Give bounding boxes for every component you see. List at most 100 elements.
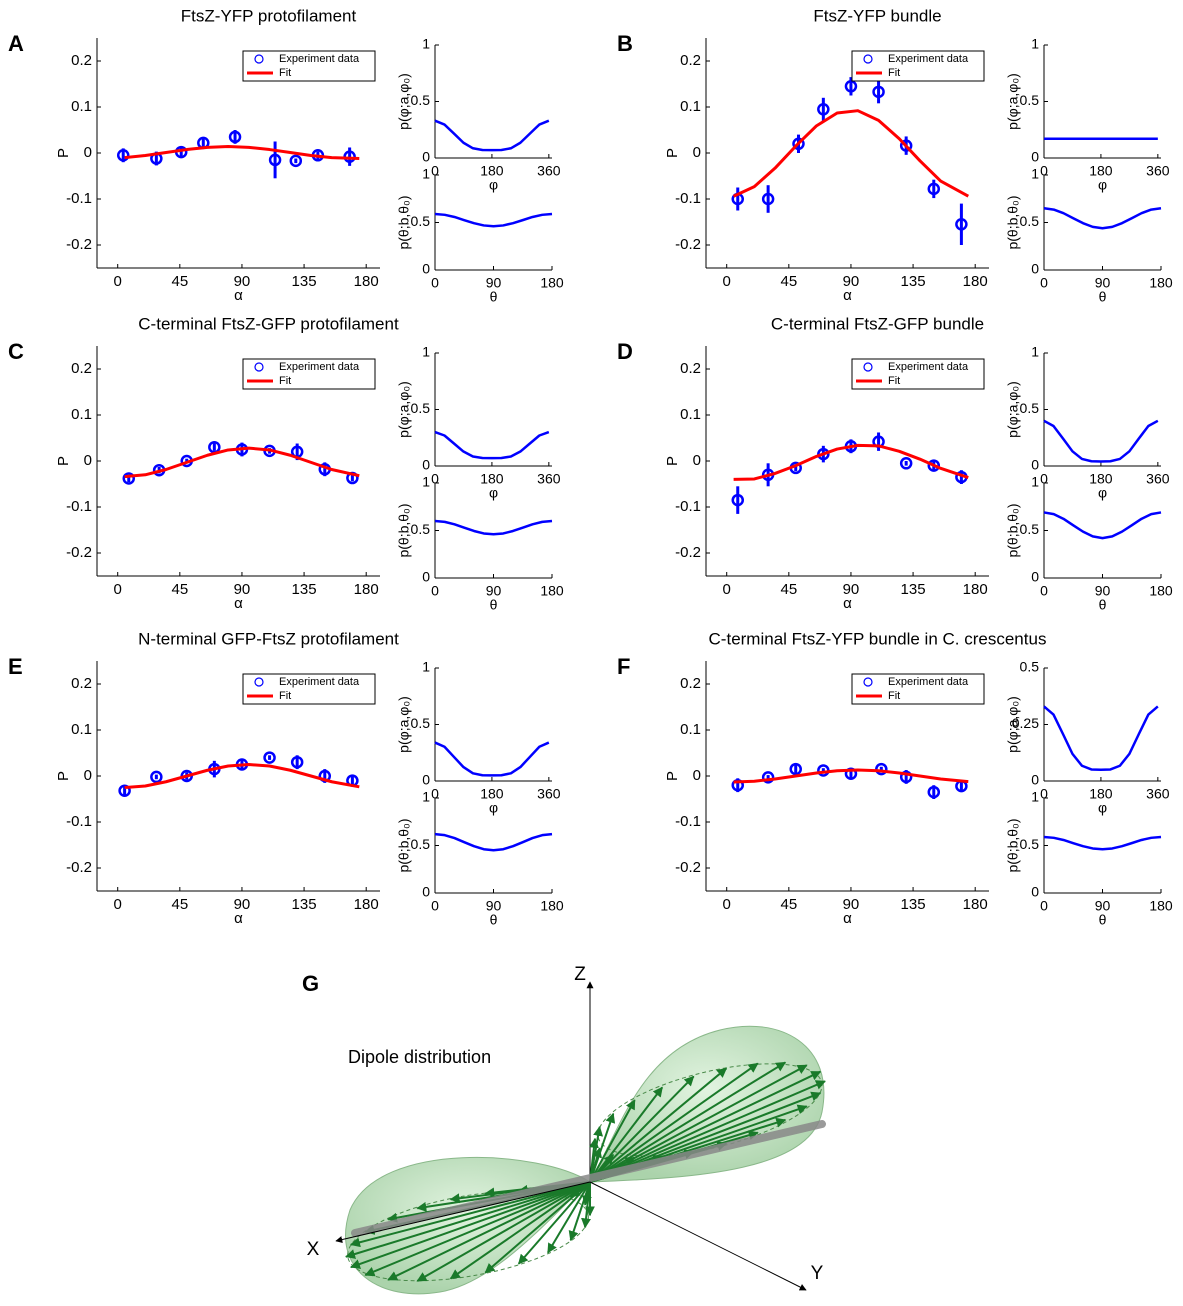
x-tick-label: 0 (431, 275, 439, 291)
x-axis-label: φ (489, 485, 498, 501)
y-tick-label: 0.1 (680, 721, 701, 738)
y-tick-label: 0.5 (1020, 521, 1040, 537)
y-tick-label: 1 (1031, 166, 1039, 182)
y-tick-label: -0.2 (675, 544, 701, 561)
y-axis-label: p(θ;b,θ₀) (396, 195, 412, 249)
y-tick-label: 0 (422, 569, 430, 585)
data-point (899, 457, 913, 470)
data-point (150, 770, 163, 784)
panel-label: D (617, 339, 633, 364)
y-axis-label: p(φ;a,φ₀) (1005, 73, 1021, 130)
y-tick-label: 0.1 (680, 98, 701, 115)
x-tick-label: 180 (963, 273, 988, 290)
x-tick-label: 90 (1095, 275, 1111, 291)
fit-line (124, 763, 360, 789)
x-axis-label: φ (1098, 177, 1107, 193)
dipole-arrow (589, 1067, 728, 1183)
y-tick-label: 1 (422, 789, 430, 805)
dipole-arrow (387, 1181, 591, 1281)
y-tick-label: -0.2 (675, 859, 701, 876)
fit-line (434, 519, 553, 536)
panel-label: C (8, 339, 24, 364)
fit-line (732, 109, 970, 198)
y-tick-label: 0.5 (411, 213, 431, 229)
legend-label: Experiment data (888, 361, 969, 373)
x-tick-label: 135 (292, 581, 317, 598)
axis-label: X (307, 1239, 320, 1260)
legend-label: Fit (888, 690, 900, 702)
data-point (731, 493, 745, 507)
y-tick-label: 0.5 (1020, 92, 1040, 108)
x-tick-label: 0 (431, 898, 439, 914)
legend-label: Experiment data (888, 676, 969, 688)
chart-title: FtsZ-YFP bundle (813, 6, 941, 25)
fit-line (1043, 419, 1159, 463)
x-tick-label: 180 (540, 583, 564, 599)
y-tick-label: 1 (422, 474, 430, 490)
y-axis-label: P (55, 771, 72, 781)
y-tick-label: -0.2 (675, 236, 701, 253)
y-tick-label: 0.2 (680, 360, 701, 377)
x-tick-label: 135 (901, 273, 926, 290)
dipole-arrow (568, 1181, 591, 1242)
x-tick-label: 180 (540, 898, 564, 914)
legend-label: Fit (279, 67, 291, 79)
y-tick-label: 0 (422, 457, 430, 473)
x-axis-label: θ (1099, 912, 1107, 928)
y-tick-label: 0.2 (71, 675, 92, 692)
x-tick-label: 90 (234, 581, 251, 598)
y-tick-label: 1 (1031, 344, 1039, 360)
y-axis-label: p(φ;a,φ₀) (396, 381, 412, 438)
fit-line (434, 430, 550, 460)
x-tick-label: 0 (431, 583, 439, 599)
data-point (844, 80, 858, 93)
dipole-arrow (589, 1075, 695, 1183)
y-tick-label: 0 (1031, 261, 1039, 277)
dipole-arrow (416, 1181, 591, 1282)
axis-label: Y (811, 1263, 824, 1284)
fit-line (733, 768, 969, 784)
x-axis-label: φ (489, 800, 498, 816)
y-tick-label: -0.2 (66, 544, 92, 561)
legend-label: Fit (279, 690, 291, 702)
dipole-arrow (589, 1061, 787, 1183)
legend-label: Experiment data (279, 53, 360, 65)
x-tick-label: 45 (171, 896, 188, 913)
x-tick-label: 180 (354, 896, 379, 913)
x-tick-label: 135 (292, 273, 317, 290)
legend-symbol (254, 677, 264, 687)
x-axis-label: α (234, 595, 243, 612)
x-tick-label: 0 (1040, 898, 1048, 914)
data-point (290, 755, 304, 769)
chart-title: N-terminal GFP-FtsZ protofilament (138, 629, 399, 648)
x-tick-label: 180 (1149, 583, 1173, 599)
data-point (792, 137, 805, 151)
dipole-arrow (582, 1181, 592, 1206)
fit-line (1043, 511, 1162, 540)
dipole-arrow (589, 1064, 808, 1183)
x-axis-label: α (843, 910, 852, 927)
dipole-arrow (547, 1181, 591, 1254)
y-axis-label: P (55, 148, 72, 158)
x-tick-label: 0 (114, 273, 122, 290)
y-tick-label: 0.2 (680, 675, 701, 692)
fit-line (733, 443, 969, 481)
y-tick-label: 0 (1031, 569, 1039, 585)
y-tick-label: 0 (84, 767, 92, 784)
data-point (955, 218, 968, 231)
y-tick-label: 0 (422, 884, 430, 900)
y-axis (589, 1181, 807, 1291)
x-tick-label: 0 (431, 163, 439, 179)
x-tick-label: 360 (537, 163, 561, 179)
y-tick-label: 0 (693, 767, 701, 784)
legend-symbol (254, 362, 264, 372)
chart-title: C-terminal FtsZ-GFP bundle (771, 314, 984, 333)
x-tick-label: 180 (354, 273, 379, 290)
dipole-arrow (589, 1062, 759, 1183)
x-tick-label: 0 (1040, 786, 1048, 802)
y-tick-label: 0.25 (1012, 715, 1039, 731)
y-tick-label: -0.1 (66, 813, 92, 830)
x-tick-label: 45 (780, 273, 797, 290)
legend-box (851, 358, 985, 390)
